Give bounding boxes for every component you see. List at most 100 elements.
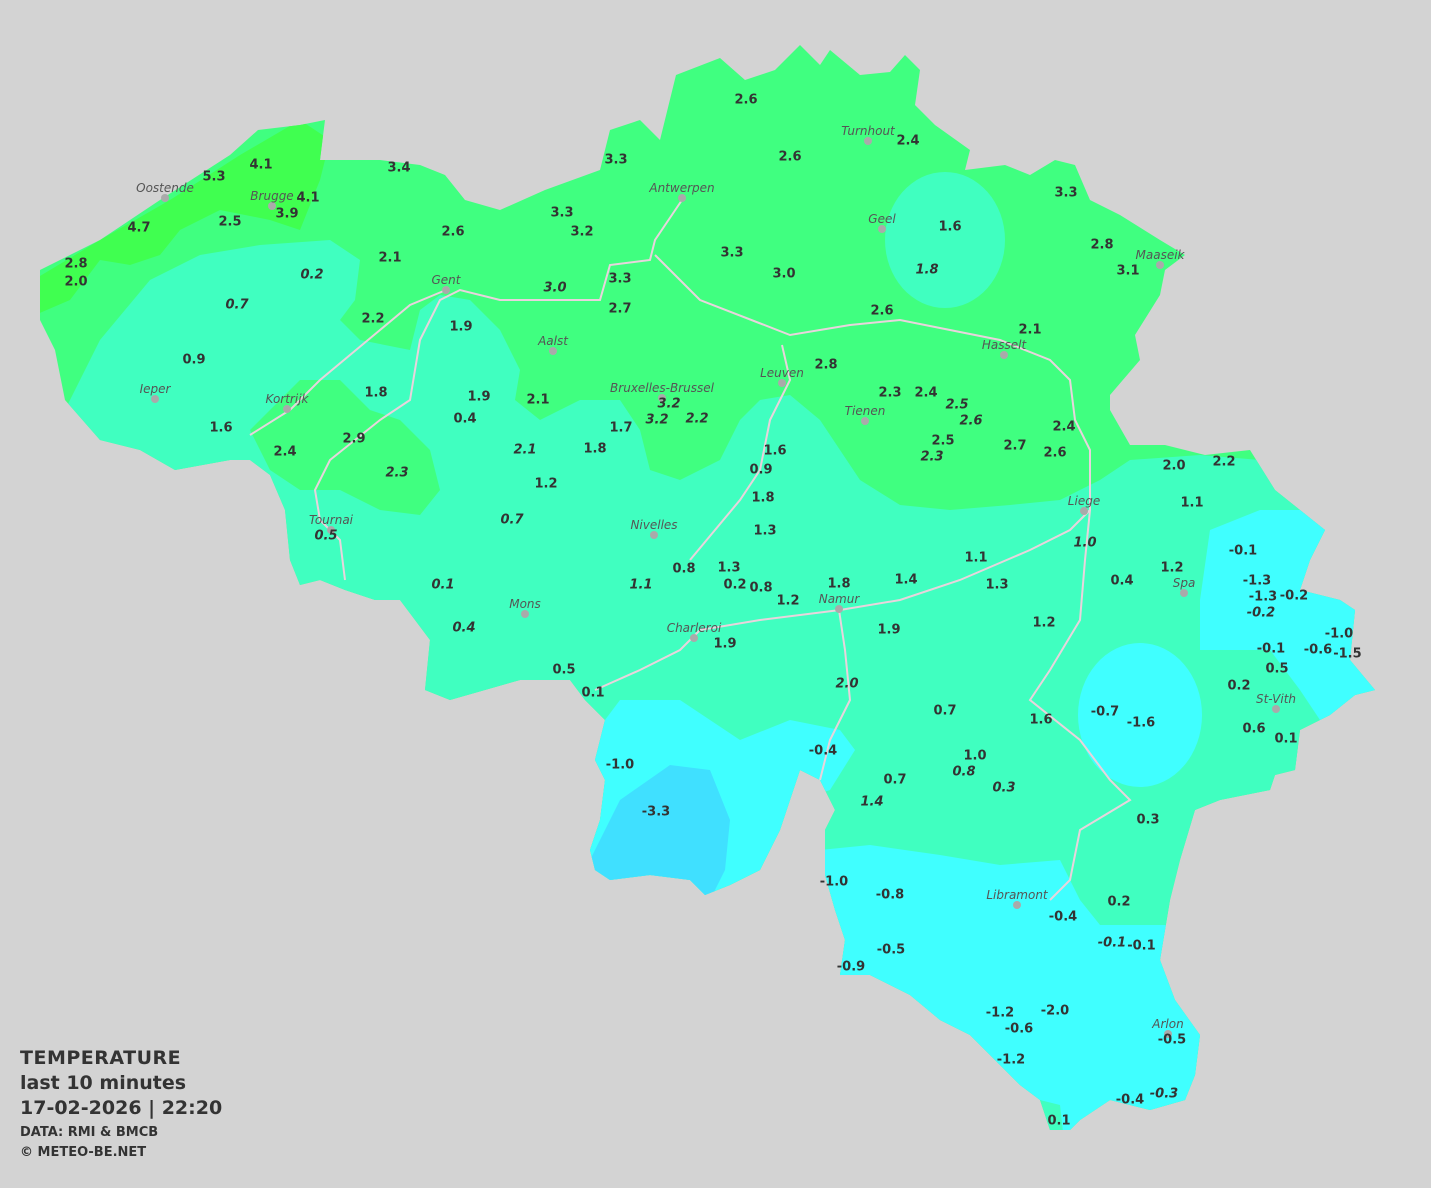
station-temperature: 1.8	[827, 576, 851, 591]
station-temperature: 0.5	[1265, 661, 1289, 677]
city-label: Nivelles	[630, 518, 678, 532]
station-temperature: 1.2	[534, 476, 558, 492]
station-temperature: 0.6	[1242, 721, 1266, 737]
map-datetime: 17-02-2026 | 22:20	[20, 1097, 223, 1119]
station-temperature: 0.2	[300, 267, 324, 283]
city-marker	[283, 405, 291, 413]
station-temperature: 1.6	[1029, 712, 1053, 728]
map-title: TEMPERATURE	[20, 1047, 182, 1069]
city-marker	[442, 286, 450, 294]
station-temperature: 2.5	[218, 214, 242, 230]
station-temperature: 1.1	[629, 577, 653, 593]
band-m4-to-m2-zone	[590, 765, 730, 900]
data-source: DATA: RMI & BMCB	[20, 1125, 159, 1140]
city-label: Namur	[818, 592, 860, 606]
station-temperature: 3.3	[720, 245, 744, 261]
station-temperature: 0.8	[952, 764, 976, 780]
station-temperature: 1.0	[1073, 535, 1097, 551]
station-temperature: 3.0	[543, 280, 567, 296]
band-0-to-2-zone	[1200, 650, 1300, 780]
station-temperature: 0.8	[749, 580, 773, 596]
city-marker	[1080, 507, 1088, 515]
station-temperature: 4.1	[296, 190, 320, 206]
station-temperature: 0.2	[723, 577, 747, 593]
station-temperature: 0.1	[1047, 1113, 1071, 1129]
city-marker	[549, 347, 557, 355]
station-temperature: -0.1	[1256, 641, 1286, 657]
map-legend: TEMPERATURE last 10 minutes 17-02-2026 |…	[20, 1046, 222, 1163]
band-4-to-6-zone	[40, 120, 330, 330]
station-temperature: 2.6	[734, 92, 758, 108]
station-temperature: 3.3	[1054, 185, 1078, 201]
station-temperature: -1.3	[1248, 589, 1278, 605]
station-temperature: -0.4	[1115, 1092, 1145, 1108]
station-temperature: -0.5	[1157, 1032, 1187, 1047]
station-temperature: -0.2	[1246, 605, 1276, 621]
station-temperature: 2.6	[778, 149, 802, 165]
city-label: Arlon	[1152, 1017, 1184, 1031]
city-marker	[864, 137, 872, 145]
station-temperature: 3.3	[550, 205, 574, 221]
station-temperature: -1.2	[985, 1005, 1015, 1021]
city-label: Geel	[868, 212, 896, 226]
city-marker	[650, 531, 658, 539]
station-temperature: 3.1	[1116, 263, 1140, 278]
station-temperature: 2.1	[378, 250, 402, 266]
station-temperature: 1.3	[985, 577, 1009, 593]
station-temperature: -1.0	[1324, 626, 1354, 642]
station-temperature: -1.3	[1242, 573, 1272, 589]
band-m2-to-0-zone	[1078, 643, 1202, 787]
station-temperature: 2.5	[931, 433, 955, 449]
leie-river	[249, 289, 447, 436]
station-temperature: 1.2	[776, 593, 800, 609]
station-temperature: 0.4	[1110, 573, 1134, 589]
scheldt-river	[313, 199, 683, 581]
station-temperature: 1.6	[938, 219, 962, 235]
station-temperature: 1.9	[713, 636, 737, 651]
station-temperature: 2.7	[608, 301, 632, 317]
station-temperature: -0.6	[1004, 1021, 1034, 1037]
station-temperature: -0.2	[1279, 588, 1309, 604]
station-temperature: 2.6	[1043, 445, 1067, 461]
station-temperature: 3.2	[645, 412, 669, 427]
station-temperature: 2.8	[1090, 237, 1114, 253]
station-temperature: 0.5	[552, 662, 576, 678]
station-temperature: 0.1	[1274, 731, 1298, 747]
station-temperature: 2.2	[1212, 454, 1236, 470]
city-marker	[268, 202, 276, 210]
station-temperature: 0.4	[453, 411, 477, 427]
station-temperature: -1.5	[1333, 646, 1362, 662]
station-temperature: -1.0	[819, 874, 849, 890]
city-label: Leuven	[760, 366, 804, 380]
station-temperature: 4.7	[127, 220, 151, 236]
station-temperature: 1.4	[894, 572, 918, 588]
station-temperature: 2.0	[1162, 458, 1186, 474]
station-temperature: -0.4	[1048, 909, 1078, 925]
station-temperature: 0.3	[992, 780, 1016, 796]
city-label: Aalst	[538, 334, 568, 348]
station-temperature: 1.4	[860, 794, 884, 810]
city-marker	[835, 605, 843, 613]
station-temperature: 3.3	[608, 271, 632, 287]
station-temperature: 2.2	[361, 311, 385, 327]
city-label: Tienen	[844, 404, 886, 418]
city-marker	[878, 225, 886, 233]
station-temperature: 2.0	[64, 274, 88, 290]
station-temperature: 1.3	[753, 523, 777, 539]
station-temperature: 1.8	[583, 441, 607, 457]
station-temperature: 2.4	[896, 133, 920, 149]
city-marker	[151, 395, 159, 403]
station-temperature: 2.4	[273, 444, 297, 460]
station-temperature: 0.8	[672, 561, 696, 577]
city-label: Kortrijk	[265, 392, 309, 406]
station-temperature: 2.3	[878, 385, 902, 401]
station-temperature: 1.6	[209, 420, 233, 436]
city-marker	[861, 417, 869, 425]
station-temperature: 1.9	[877, 622, 901, 638]
station-temperature: -1.2	[996, 1052, 1026, 1068]
station-temperature: 2.3	[920, 449, 944, 465]
station-temperature: 0.7	[225, 297, 249, 313]
station-temperature: 3.0	[772, 266, 796, 282]
city-label: Hasselt	[981, 338, 1027, 352]
ourthe-river	[1028, 509, 1132, 901]
